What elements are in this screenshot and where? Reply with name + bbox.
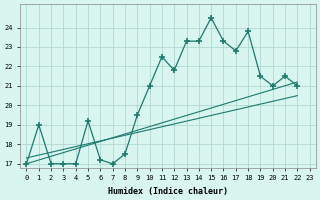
X-axis label: Humidex (Indice chaleur): Humidex (Indice chaleur) [108,187,228,196]
